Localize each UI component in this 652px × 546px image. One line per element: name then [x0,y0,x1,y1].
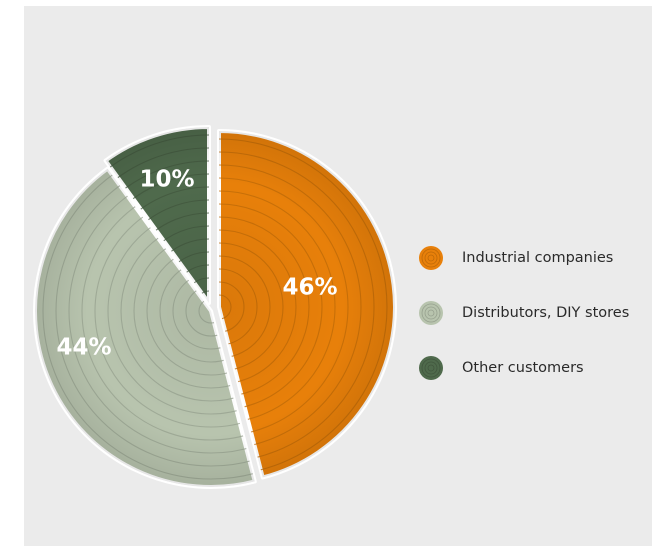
legend-label: Other customers [462,360,584,376]
legend-item: Distributors, DIY stores [419,301,629,325]
legend-swatch [419,246,443,270]
slice-label: 44% [56,335,111,361]
slice-label: 10% [139,167,194,193]
legend-label: Distributors, DIY stores [462,305,629,321]
legend-swatch [419,356,443,380]
legend: Industrial companies Distributors, DIY st… [419,246,629,380]
pie-slices [28,122,400,492]
slice-label: 46% [282,275,337,301]
legend-item: Other customers [419,356,584,380]
legend-label: Industrial companies [462,250,613,266]
legend-item: Industrial companies [419,246,613,270]
legend-swatch [419,301,443,325]
